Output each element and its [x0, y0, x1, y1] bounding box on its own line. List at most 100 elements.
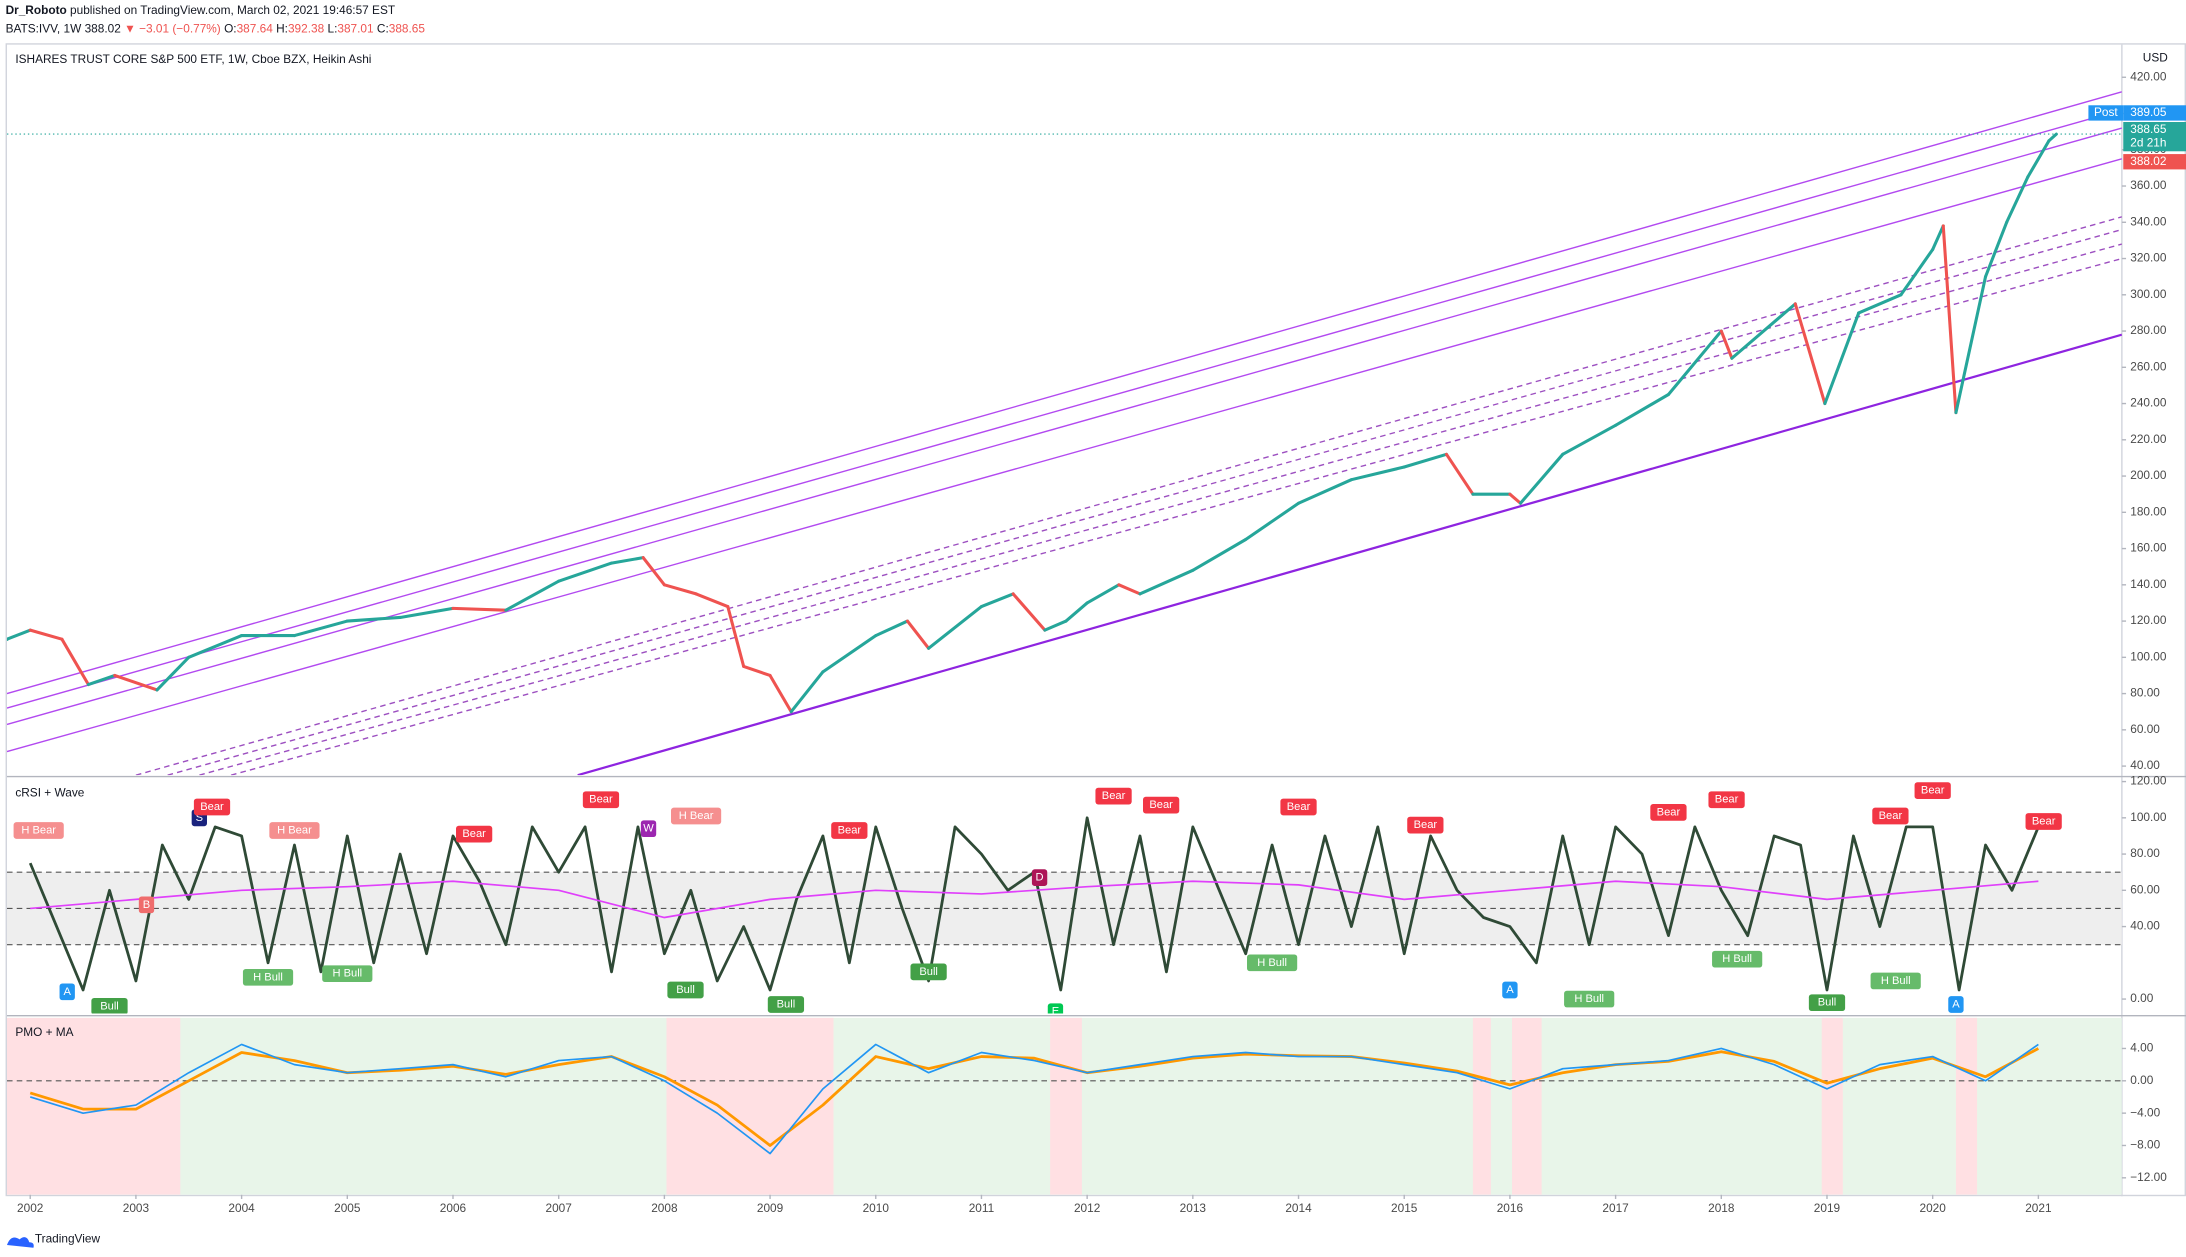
signal-badge — [242, 968, 294, 986]
y-tick-label: 420.00 — [2130, 69, 2167, 83]
signal-badge — [582, 791, 620, 809]
price-segment — [1614, 392, 1670, 427]
signal-badge — [1808, 994, 1846, 1012]
signal-badge — [138, 896, 155, 914]
price-segment — [28, 628, 64, 641]
price-segment — [1296, 478, 1353, 505]
signal-text: Bear — [1414, 819, 1438, 831]
y-tick-label: 100.00 — [2130, 649, 2167, 663]
y-tick-label: 220.00 — [2130, 432, 2167, 446]
signal-badge — [1914, 782, 1951, 800]
y-tick-label: 320.00 — [2130, 251, 2167, 265]
price-segment — [60, 637, 90, 687]
price-segment — [1043, 619, 1068, 632]
signal-badge — [767, 996, 805, 1013]
trendline — [6, 127, 2122, 726]
x-tick-label: 2008 — [651, 1201, 678, 1215]
signal-text: H Bull — [1257, 957, 1287, 969]
price-segment — [292, 619, 349, 638]
price-segment — [113, 673, 159, 692]
price-segment — [874, 619, 910, 638]
shade-region — [666, 1017, 834, 1195]
pane-title: cRSI + Wave — [15, 785, 84, 799]
price-segment — [557, 561, 614, 583]
x-tick-label: 2018 — [1708, 1201, 1735, 1215]
price-badge-sub: 2d 21h — [2130, 136, 2166, 150]
signal-badge — [1095, 787, 1132, 805]
price-segment — [1402, 452, 1449, 469]
x-tick-label: 2011 — [969, 1201, 995, 1215]
x-tick-label: 2020 — [1920, 1201, 1947, 1215]
y-tick-label: 40.00 — [2130, 758, 2160, 772]
signal-badge — [831, 822, 868, 839]
axis: 0.00 40.00 60.00 80.00 100.00 120.00 — [2121, 774, 2167, 1005]
author: Dr_Roboto — [6, 3, 67, 17]
signal-badge — [670, 807, 722, 825]
currency-label: USD — [2143, 51, 2168, 65]
x-tick-label: 2021 — [2025, 1201, 2052, 1215]
y-tick-label: 120.00 — [2130, 613, 2167, 627]
signal-text: H Bear — [21, 824, 56, 836]
y-tick-label: 60.00 — [2130, 722, 2160, 736]
c-label: C: — [377, 21, 389, 35]
shade-region — [6, 1017, 181, 1195]
axis: 40.00 60.00 80.00 100.00 120.00 140.00 160.00 1… — [2121, 69, 2167, 772]
y-tick-label: 120.00 — [2130, 774, 2167, 788]
price-segment — [1138, 568, 1195, 596]
signal-text: Bear — [200, 801, 224, 813]
c-value: 388.65 — [389, 21, 426, 35]
signal-text: H Bull — [1574, 993, 1604, 1005]
y-tick-label: 40.00 — [2130, 919, 2160, 933]
y-tick-label: −8.00 — [2130, 1138, 2160, 1152]
trendline — [6, 109, 2122, 709]
x-tick-label: 2009 — [757, 1201, 784, 1215]
signal-text: H Bear — [679, 810, 714, 822]
price-segment — [1117, 583, 1142, 596]
signal-badge — [1502, 981, 1518, 999]
y-tick-label: 140.00 — [2130, 577, 2167, 591]
price-segment — [1941, 224, 1958, 415]
price-segment — [609, 556, 645, 565]
signal-badge — [91, 997, 128, 1014]
last-price: 388.02 — [85, 21, 121, 35]
signal-text: Bull — [919, 966, 938, 978]
price-segment — [1931, 224, 1945, 252]
price-segment — [1191, 537, 1248, 572]
price-badge-tag-text: Post — [2094, 105, 2118, 119]
signal-badge — [1712, 950, 1763, 968]
y-tick-label: 60.00 — [2130, 882, 2160, 896]
signal-text: Bear — [589, 794, 613, 806]
signal-text: H Bull — [332, 968, 362, 980]
price-segment — [742, 664, 772, 677]
shade-region — [1955, 1017, 1978, 1195]
x-tick-label: 2004 — [228, 1201, 255, 1215]
price-segment — [2005, 175, 2030, 224]
brand: TradingView — [35, 1232, 101, 1246]
signal-text: H Bull — [253, 971, 283, 983]
signal-badge — [322, 965, 373, 983]
price-segment — [821, 634, 878, 674]
x-tick-label: 2017 — [1602, 1201, 1628, 1215]
price-segment — [1064, 601, 1089, 623]
y-tick-label: 360.00 — [2130, 178, 2167, 192]
y-tick-label: 160.00 — [2130, 541, 2167, 555]
price-segment — [1085, 583, 1121, 605]
signal-text: Bear — [1921, 785, 1945, 797]
price-badge-tag — [2088, 105, 2124, 121]
y-tick-label: 300.00 — [2130, 287, 2167, 301]
price-segment — [1954, 275, 1988, 415]
l-value: 387.01 — [337, 21, 374, 35]
signal-badge — [269, 822, 320, 839]
price-segment — [1823, 311, 1861, 406]
o-value: 387.64 — [237, 21, 274, 35]
signal-text: B — [143, 899, 150, 911]
signal-badge — [1650, 804, 1687, 821]
price-segment — [1666, 329, 1723, 397]
price-segment — [1349, 465, 1406, 482]
trendline — [230, 257, 2122, 776]
pane-title: ISHARES TRUST CORE S&P 500 ETF, 1W, Cboe… — [15, 52, 371, 66]
x-tick-label: 2019 — [1814, 1201, 1841, 1215]
signal-text: Bear — [462, 828, 486, 840]
signal-text: Bear — [1287, 801, 1311, 813]
